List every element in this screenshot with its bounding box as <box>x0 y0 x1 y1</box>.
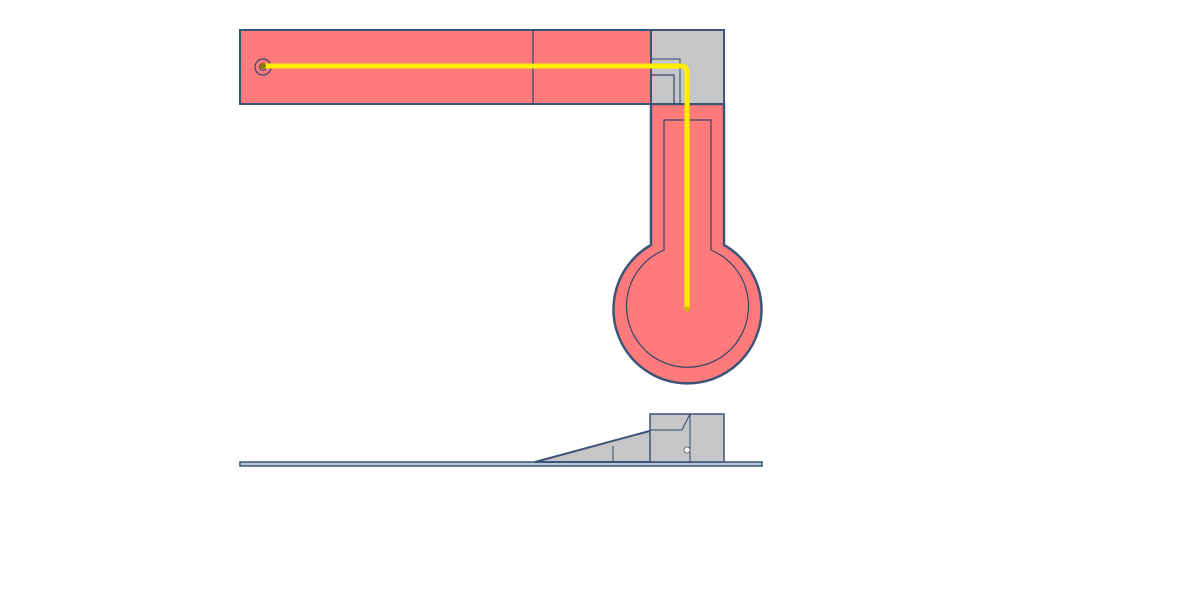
top-view <box>239 29 763 385</box>
path-end-dot <box>684 306 690 312</box>
corner-block-notch-top <box>651 58 681 104</box>
side-block <box>649 413 725 463</box>
side-view <box>239 413 763 467</box>
path-line <box>260 63 690 312</box>
base-plate <box>239 461 763 467</box>
corner-block-notch <box>651 74 675 104</box>
path-start-dot <box>260 63 266 69</box>
vertical-arm-inner-outline <box>625 119 750 368</box>
side-block-hole <box>683 446 691 454</box>
side-block-notch <box>650 413 691 431</box>
